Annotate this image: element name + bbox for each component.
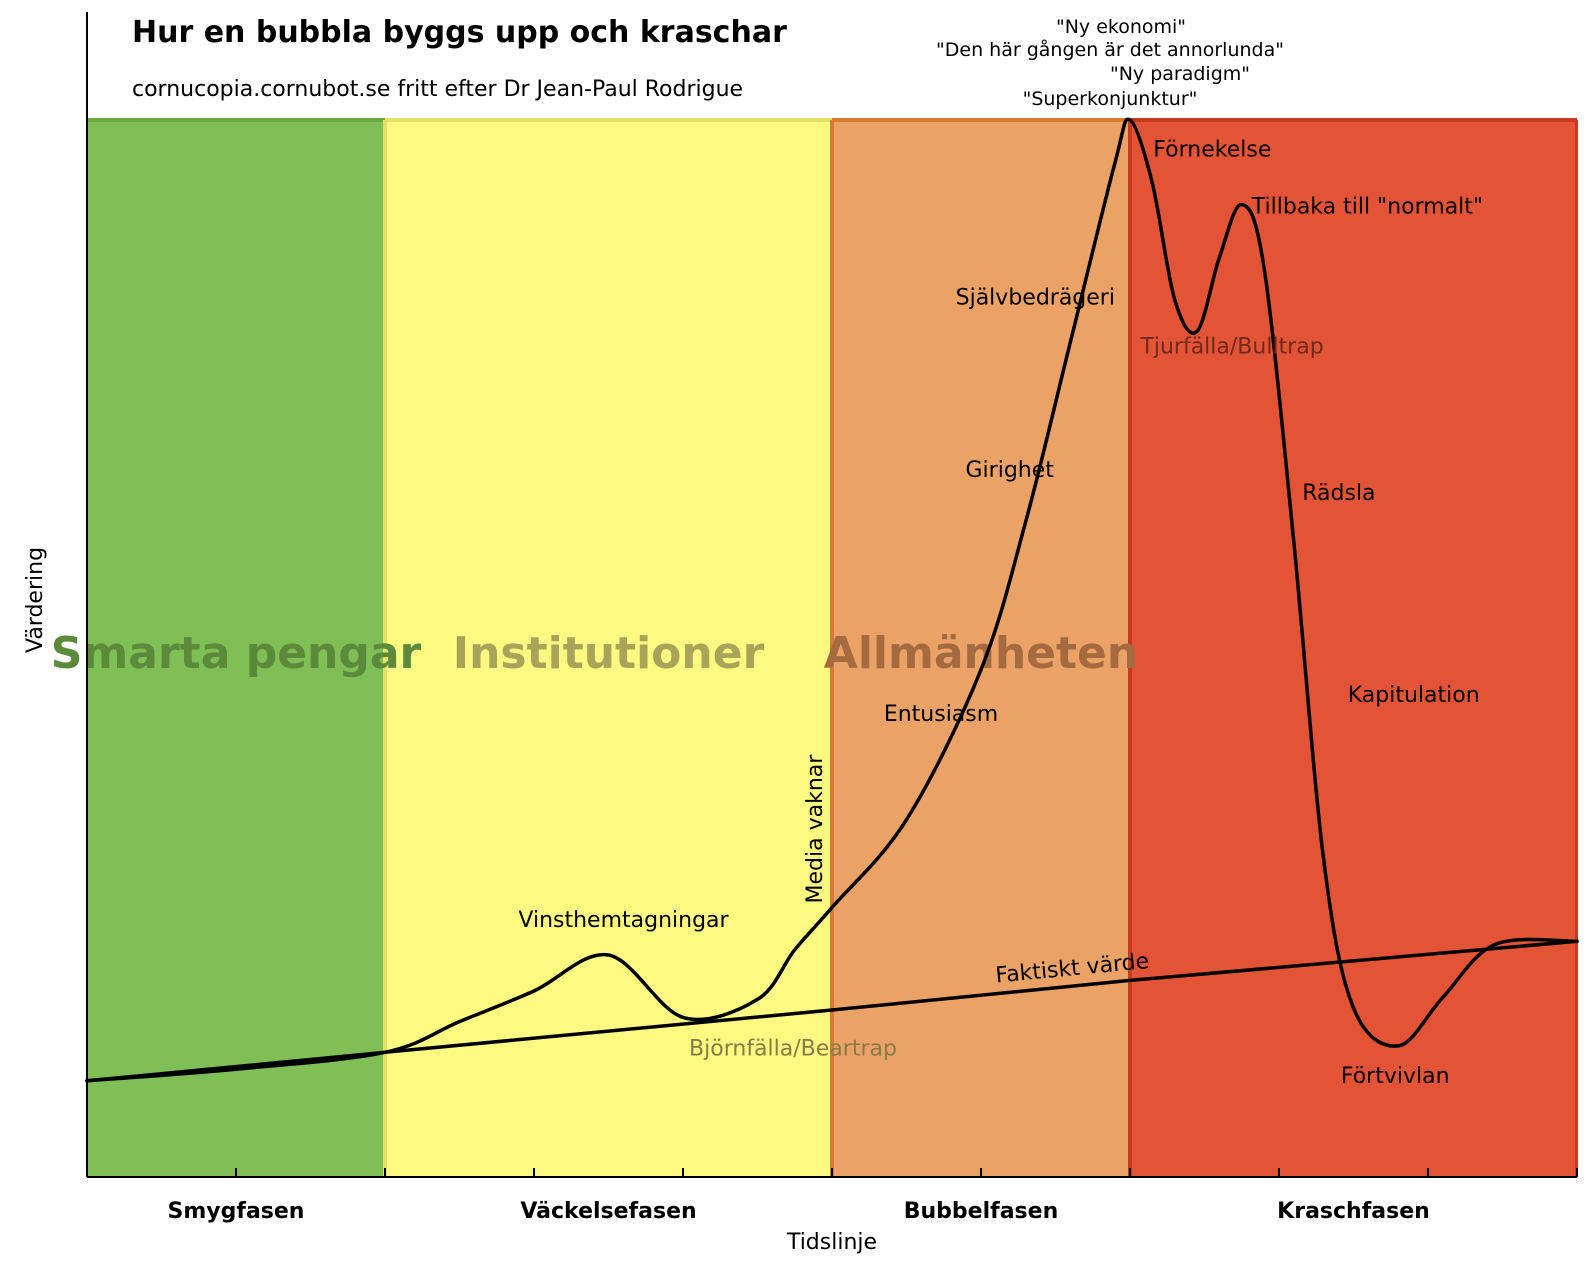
chart-title: Hur en bubbla byggs upp och kraschar (132, 15, 787, 50)
annotation-förtvivlan: Förtvivlan (1341, 1064, 1450, 1089)
phase-band-kraschfasen (1130, 120, 1577, 1177)
annotation-förnekelse: Förnekelse (1153, 137, 1271, 162)
series-lines (85, 117, 1579, 1083)
phase-band-divider (383, 120, 387, 1177)
annotation-björnfälla-beartrap: Björnfälla/Beartrap (689, 1036, 897, 1061)
phase-band-divider (1128, 120, 1132, 1177)
annotation-kapitulation: Kapitulation (1348, 683, 1480, 708)
phase-label-kraschfasen: Kraschfasen (1277, 1199, 1430, 1224)
phase-label-bubbelfasen: Bubbelfasen (904, 1199, 1058, 1224)
peak-quote: "Superkonjunktur" (1023, 88, 1198, 110)
x-ticks (86, 1168, 1578, 1177)
annotation-tjurfälla-bulltrap: Tjurfälla/Bulltrap (1139, 334, 1323, 359)
valuation-curve (85, 117, 1579, 1083)
phase-labels: Smygfasen Väckelsefasen Bubbelfasen Kraschf… (168, 1199, 1430, 1224)
phase-band-top-edge (1130, 118, 1577, 122)
phase-label-väckelsefasen: Väckelsefasen (520, 1199, 696, 1224)
phase-group-label-institutioner: Institutioner (453, 628, 765, 679)
annotation-girighet: Girighet (966, 458, 1055, 483)
annotation-tillbaka-till-normalt: Tillbaka till "normalt" (1251, 195, 1483, 220)
annotation-rädsla: Rädsla (1302, 481, 1375, 506)
chart-subtitle: cornucopia.cornubot.se fritt efter Dr Je… (132, 77, 743, 102)
phase-band-divider (830, 120, 834, 1177)
phase-label-smygfasen: Smygfasen (168, 1199, 305, 1224)
peak-quote: "Ny ekonomi" (1056, 16, 1186, 38)
actual-value-line (85, 939, 1579, 1083)
phase-band-smygfasen (87, 120, 385, 1177)
annotation-entusiasm: Entusiasm (884, 702, 998, 727)
peak-quotes: "Ny ekonomi""Den här gången är det annor… (936, 16, 1284, 110)
phase-band-right-edge (1575, 120, 1578, 1177)
phase-band-top-edge (385, 118, 832, 122)
annotation-media-vaknar: Media vaknar (803, 754, 828, 904)
x-axis-label: Tidslinje (786, 1230, 877, 1255)
annotations: Vinsthemtagningar Björnfälla/Beartrap Medi… (518, 137, 1483, 1089)
phase-band-top-edge (832, 118, 1130, 122)
y-axis-label: Värdering (23, 547, 48, 653)
phase-group-labels: Smarta pengar Institutioner Allmänheten (51, 628, 1138, 679)
phase-group-label-smarta-pengar: Smarta pengar (51, 628, 422, 679)
annotation-vinsthemtagningar: Vinsthemtagningar (518, 908, 729, 933)
peak-quote: "Den här gången är det annorlunda" (936, 38, 1284, 61)
annotation-självbedrägeri: Självbedrägeri (956, 286, 1115, 311)
phase-band-top-edge (87, 118, 385, 122)
peak-quote: "Ny paradigm" (1110, 63, 1250, 85)
